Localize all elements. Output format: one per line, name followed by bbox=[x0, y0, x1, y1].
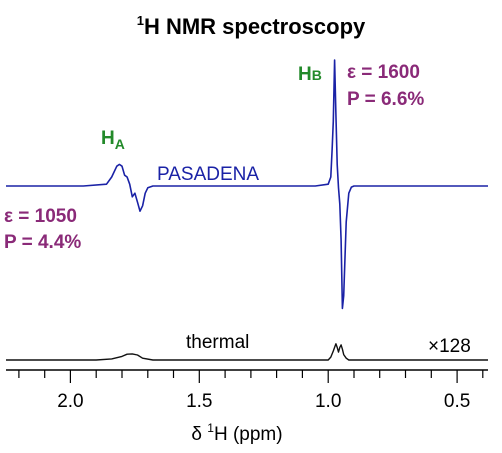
label-ha-text: H bbox=[101, 128, 115, 149]
series-line-pasadena bbox=[6, 59, 488, 310]
ha-polarization: P = 4.4% bbox=[4, 232, 81, 253]
label-hb-sub: B bbox=[312, 67, 322, 83]
label-pasadena: PASADENA bbox=[157, 164, 259, 185]
hb-polarization: P = 6.6% bbox=[347, 89, 424, 110]
label-ha-sub: A bbox=[115, 136, 125, 152]
hb-epsilon: ε = 1600 bbox=[347, 62, 420, 83]
x-axis-label: δ 1H (ppm) bbox=[191, 421, 282, 445]
title-main: H NMR spectroscopy bbox=[144, 14, 366, 39]
x-axis-label-prefix: δ bbox=[191, 424, 207, 445]
label-ha: HA bbox=[101, 128, 125, 152]
label-hb-text: H bbox=[298, 64, 312, 85]
label-scale: ×128 bbox=[428, 336, 471, 357]
title-superscript: 1 bbox=[137, 13, 144, 28]
x-tick-label: 0.5 bbox=[444, 391, 470, 412]
label-hb: HB bbox=[298, 64, 322, 85]
x-axis-label-sup: 1 bbox=[207, 421, 214, 435]
x-tick-label: 1.5 bbox=[186, 391, 212, 412]
ha-epsilon: ε = 1050 bbox=[4, 206, 77, 227]
label-thermal: thermal bbox=[186, 332, 249, 353]
x-axis-ticks: 2.0 1.5 1.0 0.5 bbox=[18, 370, 484, 412]
x-tick-label: 2.0 bbox=[57, 391, 83, 412]
x-axis-label-main: H (ppm) bbox=[214, 424, 283, 445]
series-line-thermal bbox=[6, 343, 488, 361]
x-tick-label: 1.0 bbox=[315, 391, 341, 412]
chart-title: 1H NMR spectroscopy bbox=[137, 13, 366, 39]
